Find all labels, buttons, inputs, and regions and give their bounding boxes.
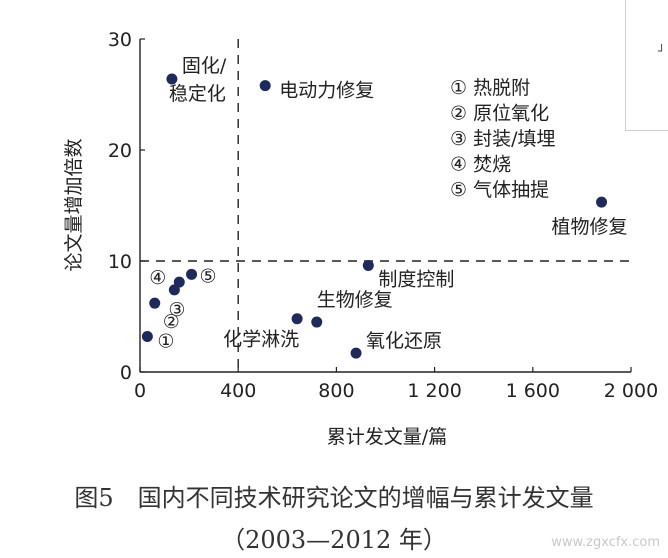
data-point [186,268,198,280]
x-tick-label: 1 600 [506,380,560,402]
data-point [141,330,153,342]
data-point [166,73,178,85]
legend-entry: ④ 焚烧 [450,154,511,176]
corner-frame [625,0,668,131]
legend-entry: ⑤ 气体抽提 [450,179,549,201]
data-point [596,196,608,208]
point-label: 制度控制 [378,268,454,290]
point-label: 固化/ [182,55,227,77]
x-axis-title: 累计发文量/篇 [327,426,447,448]
y-axis-title: 论文量增加倍数 [63,138,85,271]
figure-caption-years: （2003—2012 年） [221,526,447,554]
axes [139,39,631,373]
point-label: 化学淋洗 [223,329,299,351]
data-point [350,347,362,359]
point-label: 植物修复 [552,216,628,238]
data-point [362,259,374,271]
data-points [141,73,608,359]
x-tick-label: 400 [220,380,256,402]
data-point [149,297,161,309]
corner-mark-icon: ┘ [658,44,666,58]
legend-entry: ② 原位氧化 [450,103,549,125]
point-label: ① [157,330,174,352]
y-tick-label: 10 [108,251,132,273]
data-point [173,276,185,288]
data-point [259,80,271,92]
scatter-chart: 0 400 800 1 200 1 600 2 000 0 10 20 30 固化/稳定化 电动力修… [63,29,658,448]
x-tick-label: 1 200 [407,380,461,402]
data-point [311,316,323,328]
point-label: ⑤ [200,265,217,287]
y-tick-label: 30 [108,29,132,51]
figure-caption: 图5 国内不同技术研究论文的增幅与累计发文量 [74,484,594,512]
point-label: 生物修复 [317,289,393,311]
point-label: ② [163,311,180,333]
point-label: ④ [149,267,166,289]
x-tick-label: 0 [134,380,146,402]
legend-entry: ③ 封装/填埋 [450,128,555,150]
x-tick-label: 2 000 [604,380,658,402]
ticks: 0 400 800 1 200 1 600 2 000 0 10 20 30 [108,29,658,402]
legend: ① 热脱附 ② 原位氧化 ③ 封装/填埋 ④ 焚烧 ⑤ 气体抽提 [450,77,555,201]
y-tick-label: 0 [120,362,132,384]
point-label: 稳定化 [169,83,226,105]
legend-entry: ① 热脱附 [450,77,530,99]
x-tick-label: 800 [318,380,354,402]
data-point [291,313,303,325]
point-label: ③ [168,299,185,321]
reference-lines [140,39,631,372]
point-label: 电动力修复 [279,80,374,102]
point-label: 氧化还原 [366,330,442,352]
y-tick-label: 20 [108,140,132,162]
watermark: www.zgxcfx.com [551,535,660,550]
